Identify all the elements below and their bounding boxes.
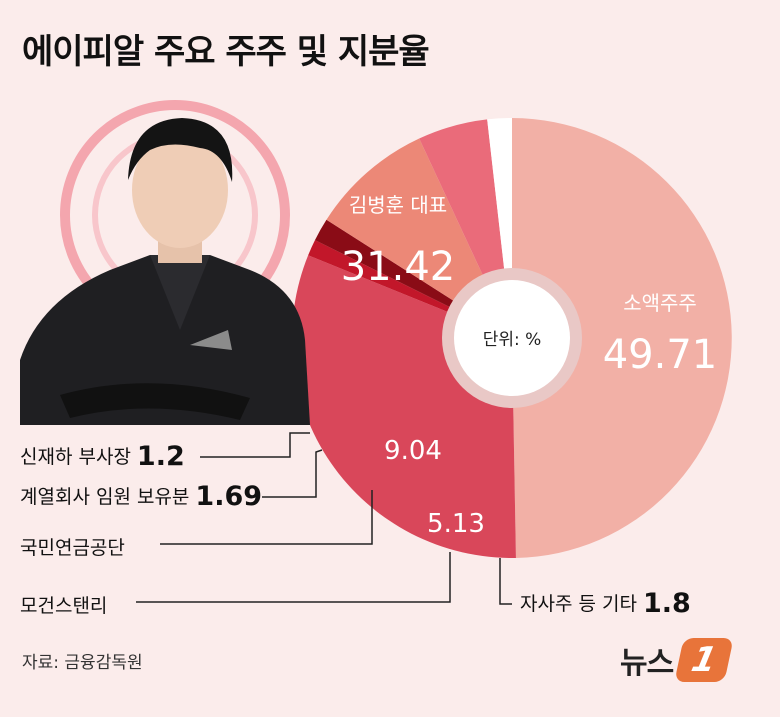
- pie-slices: [292, 118, 732, 558]
- slice-value-ms: 5.13: [427, 509, 485, 539]
- slice-value-nps: 9.04: [384, 436, 442, 466]
- center-unit-label: 단위: %: [483, 330, 542, 350]
- callout-treasury-value: 1.8: [642, 588, 691, 619]
- callout-affil-name: 계열회사 임원 보유분: [20, 486, 190, 508]
- leader-line-treasury: [499, 558, 512, 605]
- callout-affil: 계열회사 임원 보유분 1.69: [20, 481, 262, 512]
- callout-ms-name: 모건스탠리: [20, 595, 108, 617]
- news1-logo: 뉴스 1: [620, 634, 734, 686]
- slice-label-ceo: 김병훈 대표: [349, 193, 447, 217]
- slice-label-minority: 소액주주: [623, 291, 697, 315]
- slice-value-minority: 49.71: [603, 332, 718, 378]
- callout-ms: 모건스탠리: [20, 591, 107, 618]
- donut-hole: [454, 280, 570, 396]
- source-note: 자료: 금융감독원: [22, 653, 143, 673]
- leader-line-shin: [200, 432, 310, 458]
- page-title: 에이피알 주요 주주 및 지분율: [22, 32, 430, 72]
- pie-slice-0: [512, 118, 732, 558]
- callout-shin-value: 1.2: [136, 441, 185, 472]
- callout-treasury-name: 자사주 등 기타: [520, 593, 637, 615]
- callout-shin-name: 신재하 부사장: [20, 446, 131, 468]
- callout-affil-value: 1.69: [195, 481, 263, 512]
- callout-nps: 국민연금공단: [20, 533, 125, 560]
- callout-treasury: 자사주 등 기타 1.8: [520, 588, 691, 619]
- callout-shin: 신재하 부사장 1.2: [20, 441, 185, 472]
- leader-line-ms: [136, 552, 451, 603]
- logo-text: 뉴스: [620, 646, 674, 681]
- slice-value-ceo: 31.42: [341, 244, 456, 290]
- logo-mark: 1: [674, 638, 734, 682]
- leader-line-nps: [160, 490, 373, 545]
- portrait-image: [20, 118, 310, 425]
- callout-nps-name: 국민연금공단: [20, 537, 125, 559]
- leader-line-affil: [262, 449, 323, 498]
